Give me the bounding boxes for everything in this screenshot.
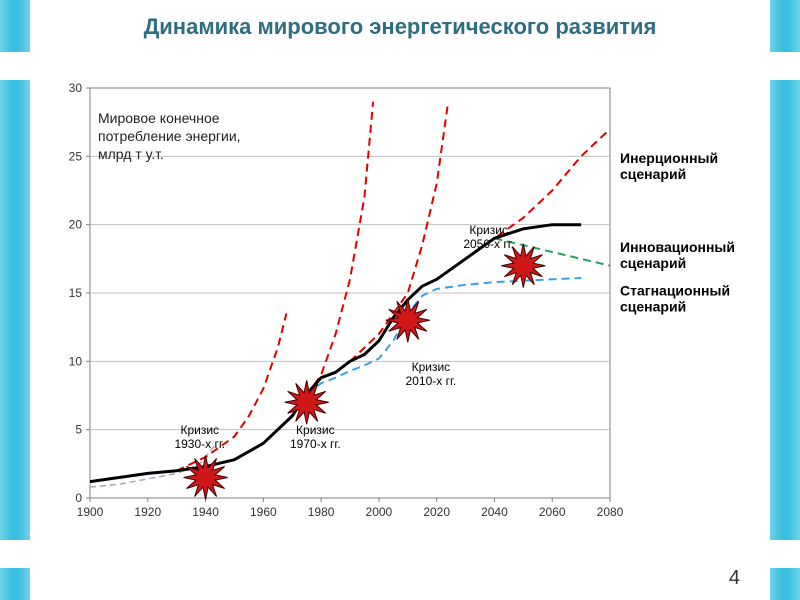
svg-text:1900: 1900 — [77, 505, 104, 519]
slide: Динамика мирового энергетического развит… — [0, 0, 800, 600]
svg-text:сценарий: сценарий — [620, 255, 686, 271]
svg-text:сценарий: сценарий — [620, 166, 686, 182]
svg-text:10: 10 — [69, 354, 83, 368]
svg-text:25: 25 — [69, 149, 83, 163]
svg-text:1930-х гг.: 1930-х гг. — [174, 437, 225, 451]
svg-text:2080: 2080 — [597, 505, 624, 519]
svg-text:1940: 1940 — [192, 505, 219, 519]
svg-text:потребление энергии,: потребление энергии, — [98, 128, 241, 144]
edge-notch — [0, 52, 36, 80]
svg-text:1970-х гг.: 1970-х гг. — [290, 437, 341, 451]
svg-text:1980: 1980 — [308, 505, 335, 519]
svg-text:1960: 1960 — [250, 505, 277, 519]
svg-text:2010-х гг.: 2010-х гг. — [406, 374, 457, 388]
slide-title: Динамика мирового энергетического развит… — [50, 14, 750, 40]
svg-text:Стагнационный: Стагнационный — [620, 283, 730, 299]
left-edge-decor — [0, 0, 30, 600]
svg-text:Инновационный: Инновационный — [620, 239, 735, 255]
svg-text:Кризис: Кризис — [412, 360, 451, 374]
svg-text:Мировое конечное: Мировое конечное — [98, 110, 220, 126]
svg-text:20: 20 — [69, 218, 83, 232]
svg-text:15: 15 — [69, 286, 83, 300]
svg-text:Кризис: Кризис — [469, 223, 508, 237]
svg-text:Кризис: Кризис — [296, 423, 335, 437]
svg-text:Инерционный: Инерционный — [620, 150, 718, 166]
svg-text:2040: 2040 — [481, 505, 508, 519]
edge-notch — [0, 540, 36, 568]
svg-text:млрд т у.т.: млрд т у.т. — [98, 146, 164, 162]
svg-text:5: 5 — [75, 423, 82, 437]
svg-text:сценарий: сценарий — [620, 299, 686, 315]
edge-notch — [764, 540, 800, 568]
svg-text:2050-х гг.: 2050-х гг. — [463, 237, 514, 251]
svg-text:30: 30 — [69, 81, 83, 95]
svg-text:Кризис: Кризис — [180, 423, 219, 437]
energy-chart: 0 5 10 15 20 25 30 1900 1920 1940 1960 1980 2000 2020… — [50, 78, 750, 558]
edge-notch — [764, 52, 800, 80]
right-edge-decor — [770, 0, 800, 600]
chart-container: 0 5 10 15 20 25 30 1900 1920 1940 1960 1980 2000 2020… — [50, 78, 750, 558]
page-number: 4 — [729, 567, 740, 590]
svg-text:2000: 2000 — [366, 505, 393, 519]
svg-text:2060: 2060 — [539, 505, 566, 519]
svg-text:1920: 1920 — [134, 505, 161, 519]
svg-text:2020: 2020 — [423, 505, 450, 519]
svg-text:0: 0 — [75, 491, 82, 505]
